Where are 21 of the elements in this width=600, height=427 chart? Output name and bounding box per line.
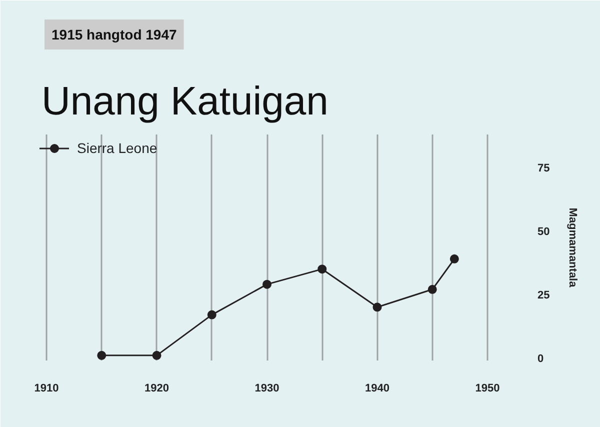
point [372, 302, 382, 312]
legend-label: Sierra Leone [77, 140, 158, 156]
y-tick-label: 75 [538, 162, 550, 175]
x-tick-label: 1920 [144, 382, 170, 394]
point [207, 310, 216, 320]
point [97, 350, 106, 360]
point [152, 350, 162, 360]
point [428, 284, 437, 294]
chart-title: Unang Katuigan [42, 80, 328, 124]
x-tick-label: 1910 [34, 382, 59, 394]
x-tick-label: 1940 [365, 382, 390, 394]
y-tick-label: 50 [538, 226, 550, 238]
y-tick-label: 25 [538, 289, 550, 302]
point [450, 254, 459, 264]
y-tick-label: 0 [538, 352, 544, 365]
point [262, 280, 272, 289]
x-tick-label: 1950 [475, 382, 500, 394]
chart-subtitle: 1915 hangtod 1947 [52, 26, 177, 42]
y-axis-title: Magmamantala [566, 208, 579, 288]
x-tick-label: 1930 [254, 382, 280, 394]
point [318, 264, 327, 274]
